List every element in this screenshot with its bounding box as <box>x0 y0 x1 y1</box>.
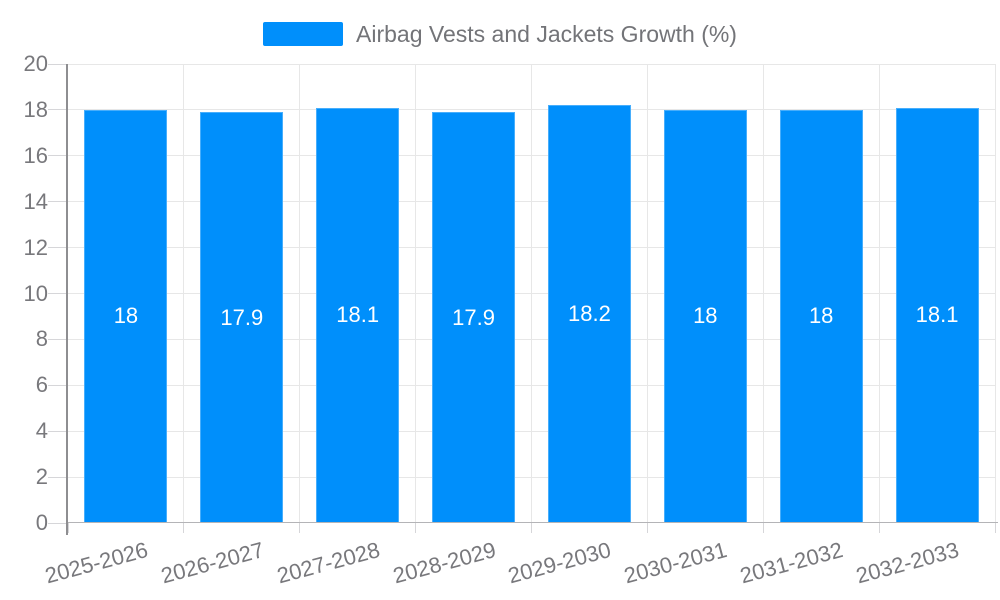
x-axis-line <box>68 522 998 523</box>
x-axis-label: 2029-2030 <box>505 537 614 589</box>
bar-value-label: 17.9 <box>220 304 264 330</box>
x-axis-tick <box>415 523 417 533</box>
x-axis-tick <box>762 523 764 533</box>
x-axis-label: 2028-2029 <box>389 537 499 589</box>
y-axis-tick <box>48 109 68 111</box>
x-axis-tick <box>646 523 648 533</box>
x-axis-tick <box>183 523 185 533</box>
x-axis-tick <box>299 523 301 533</box>
gridline-vertical <box>299 64 301 523</box>
bar[interactable] <box>547 105 631 523</box>
gridline-vertical <box>531 64 532 523</box>
y-axis-label: 4 <box>35 418 48 444</box>
y-axis-tick <box>48 247 68 249</box>
legend-swatch-icon <box>263 22 344 46</box>
bar[interactable] <box>895 107 979 523</box>
y-axis-label: 6 <box>35 372 48 398</box>
gridline-vertical <box>415 64 417 523</box>
y-axis-tick <box>48 293 68 294</box>
gridline-vertical <box>646 64 648 523</box>
x-axis-tick <box>531 523 532 533</box>
y-axis-tick <box>48 476 68 478</box>
y-axis-tick <box>48 384 68 386</box>
bar-value-label: 18 <box>693 303 718 329</box>
bar[interactable] <box>316 107 400 523</box>
x-axis-label: 2032-2033 <box>853 537 962 589</box>
y-axis-label: 16 <box>23 142 48 168</box>
y-axis-label: 0 <box>35 510 48 535</box>
y-axis-tick <box>48 155 68 157</box>
bar[interactable] <box>663 109 747 523</box>
legend-item[interactable]: Airbag Vests and Jackets Growth (%) <box>263 20 737 48</box>
y-axis-label: 12 <box>23 234 48 260</box>
bar-value-label: 18.1 <box>915 302 959 328</box>
x-axis-label: 2031-2032 <box>737 537 846 589</box>
x-axis-label: 2030-2031 <box>621 537 730 589</box>
plot-area: 0 2 4 6 8 10 12 14 16 18 20 18 17.9 18.1 17.9 18.2 18 18 1… <box>24 51 998 588</box>
x-axis-label: 2026-2027 <box>158 537 267 589</box>
y-axis-tick <box>48 201 68 203</box>
y-axis-label: 2 <box>35 464 48 490</box>
y-axis-tick <box>48 522 68 524</box>
y-axis-label: 10 <box>23 280 48 306</box>
y-axis-tick <box>48 338 68 340</box>
y-axis-tick <box>48 430 68 432</box>
bar-value-label: 18.2 <box>568 301 611 327</box>
bar[interactable] <box>200 112 284 523</box>
x-axis-tick <box>994 523 996 533</box>
y-axis-label: 20 <box>23 51 48 76</box>
bar-value-label: 18 <box>808 303 834 329</box>
gridline-vertical <box>762 64 764 523</box>
legend-label: Airbag Vests and Jackets Growth (%) <box>356 21 737 47</box>
y-axis-label: 8 <box>35 326 48 352</box>
bar[interactable] <box>432 112 516 523</box>
y-axis-label: 14 <box>23 188 48 214</box>
bar[interactable] <box>779 109 863 523</box>
x-axis-label: 2025-2026 <box>42 537 151 589</box>
bar[interactable] <box>84 109 168 523</box>
bar-value-label: 18.1 <box>336 302 380 328</box>
y-axis-tick <box>48 63 68 65</box>
gridline-vertical <box>994 64 996 523</box>
y-axis-line <box>66 64 68 535</box>
legend: Airbag Vests and Jackets Growth (%) <box>0 20 1000 48</box>
x-axis-tick <box>878 523 880 533</box>
y-axis-label: 18 <box>23 96 48 122</box>
x-axis-tick <box>67 523 69 533</box>
x-axis-label: 2027-2028 <box>274 537 383 589</box>
bar-value-label: 18 <box>113 303 139 329</box>
gridline-vertical <box>878 64 880 523</box>
bar-value-label: 17.9 <box>452 304 495 330</box>
gridline-vertical <box>183 64 185 523</box>
